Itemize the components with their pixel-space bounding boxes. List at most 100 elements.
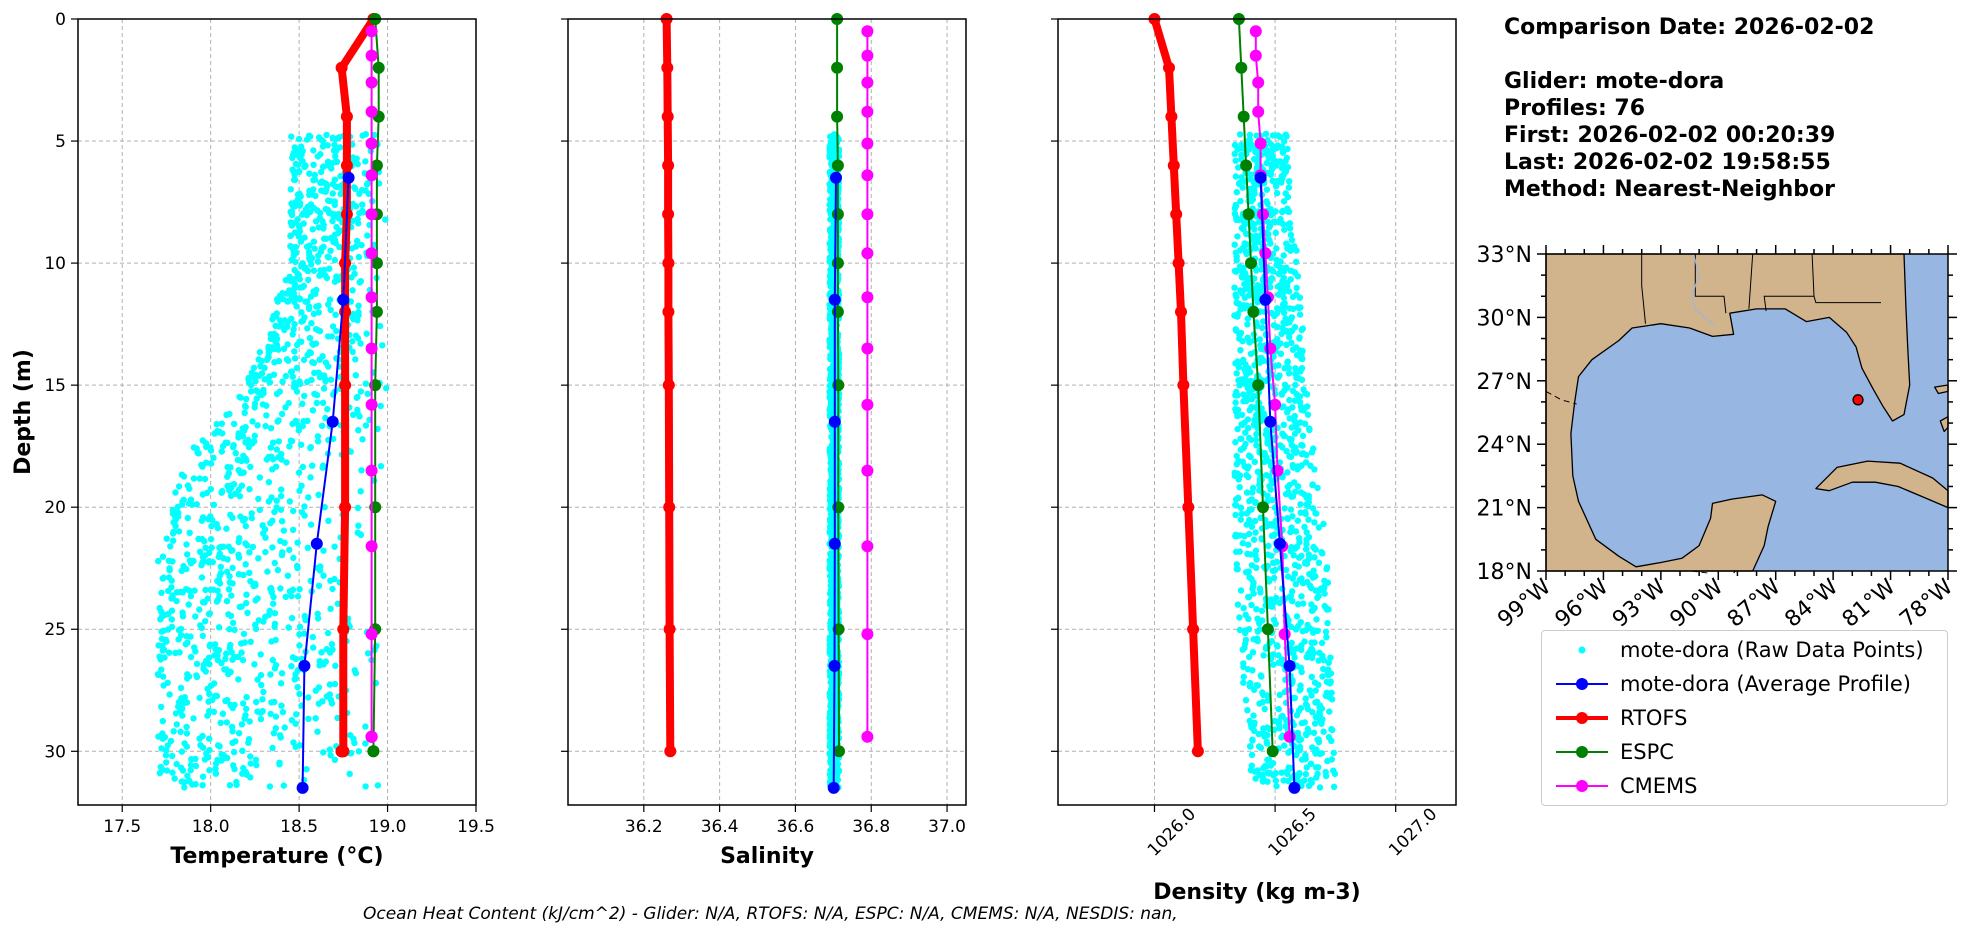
raw-data-point (284, 572, 292, 579)
series-point (1257, 501, 1269, 514)
raw-data-point (1236, 626, 1244, 634)
raw-data-point (1278, 656, 1286, 663)
series-point (365, 291, 378, 304)
raw-data-point (190, 444, 197, 451)
raw-data-point (1252, 552, 1259, 559)
raw-data-point (271, 665, 279, 672)
raw-data-point (1311, 519, 1318, 526)
raw-data-point (296, 623, 304, 630)
raw-data-point (289, 526, 297, 534)
raw-data-point (279, 323, 287, 331)
raw-data-point (1287, 231, 1295, 239)
series-line-mote-dora-average-profile- (1259, 177, 1296, 788)
raw-data-point (333, 327, 340, 335)
raw-data-point (1245, 424, 1252, 432)
raw-data-point (164, 742, 171, 749)
raw-data-point (1259, 777, 1266, 785)
raw-data-point (199, 437, 206, 444)
series-point (1235, 61, 1248, 74)
raw-data-point (1295, 601, 1302, 608)
raw-data-point (1243, 366, 1250, 374)
raw-data-point (229, 619, 237, 627)
raw-data-point (828, 188, 835, 196)
series-point (833, 745, 845, 758)
y-tick-label: 5 (55, 132, 66, 152)
raw-data-point (1244, 707, 1251, 714)
raw-data-point (1288, 236, 1296, 244)
raw-data-point (1292, 528, 1300, 535)
series-point (1165, 110, 1178, 123)
raw-data-point (1254, 298, 1261, 306)
raw-data-point (324, 406, 331, 413)
raw-data-point (266, 607, 273, 615)
raw-data-point (290, 739, 297, 746)
temperature-panel: 17.5 18.0 18.5 19.0 19.5 0 5 10 15 20 25 30 Temperat… (11, 10, 495, 869)
raw-data-point (827, 487, 834, 494)
raw-data-point (183, 633, 190, 640)
raw-data-point (199, 632, 206, 640)
raw-data-point (334, 183, 341, 191)
raw-data-point (246, 549, 253, 556)
raw-data-point (1311, 554, 1318, 561)
raw-data-point (1315, 524, 1323, 531)
raw-data-point (365, 190, 372, 197)
raw-data-point (288, 315, 295, 322)
raw-data-point (294, 216, 301, 223)
raw-data-point (1308, 673, 1316, 681)
raw-data-point (298, 509, 306, 516)
raw-data-point (229, 443, 237, 451)
raw-data-point (1237, 587, 1245, 594)
raw-data-point (1285, 184, 1293, 191)
raw-data-point (349, 313, 356, 321)
raw-data-point (329, 323, 337, 330)
raw-data-point (1310, 567, 1317, 574)
raw-data-point (252, 621, 259, 628)
raw-data-point (214, 656, 222, 664)
series-point (365, 105, 378, 118)
series-point (831, 208, 844, 221)
raw-data-point (1273, 310, 1281, 317)
raw-data-point (1316, 784, 1324, 791)
raw-data-point (262, 613, 269, 620)
raw-data-point (181, 740, 188, 747)
lon-tick-label: 87°W (1723, 574, 1786, 632)
raw-data-point (180, 473, 188, 480)
raw-data-point (1244, 315, 1252, 322)
raw-data-point (315, 309, 322, 316)
raw-data-point (230, 748, 238, 756)
raw-data-point (206, 767, 213, 774)
raw-data-point (1310, 606, 1317, 613)
raw-data-point (1232, 201, 1239, 209)
raw-data-point (181, 784, 188, 791)
raw-data-point (272, 725, 279, 732)
raw-data-point (1247, 176, 1254, 183)
raw-data-point (270, 600, 277, 607)
raw-data-point (328, 700, 336, 707)
raw-data-point (323, 646, 330, 653)
raw-data-point (191, 644, 198, 651)
raw-data-point (1326, 708, 1333, 715)
raw-data-point (1281, 505, 1288, 512)
series-point (365, 730, 378, 743)
raw-data-point (1293, 247, 1300, 254)
raw-data-point (1288, 623, 1295, 631)
raw-data-point (1301, 777, 1308, 784)
raw-data-point (1241, 305, 1249, 312)
raw-data-point (313, 286, 320, 294)
raw-data-point (1325, 671, 1332, 679)
raw-data-point (350, 264, 357, 271)
raw-data-point (295, 422, 302, 429)
raw-data-point (1270, 661, 1277, 668)
first-profile-time: First: 2026-02-02 00:20:39 (1504, 123, 1836, 148)
raw-data-point (175, 513, 182, 520)
raw-data-point (291, 321, 298, 328)
raw-data-point (324, 142, 331, 149)
raw-data-point (224, 556, 231, 563)
raw-data-point (280, 527, 287, 534)
raw-data-point (1233, 502, 1240, 509)
raw-data-point (252, 371, 259, 379)
raw-data-point (206, 610, 214, 617)
raw-data-point (1305, 492, 1313, 500)
raw-data-point (318, 244, 326, 252)
